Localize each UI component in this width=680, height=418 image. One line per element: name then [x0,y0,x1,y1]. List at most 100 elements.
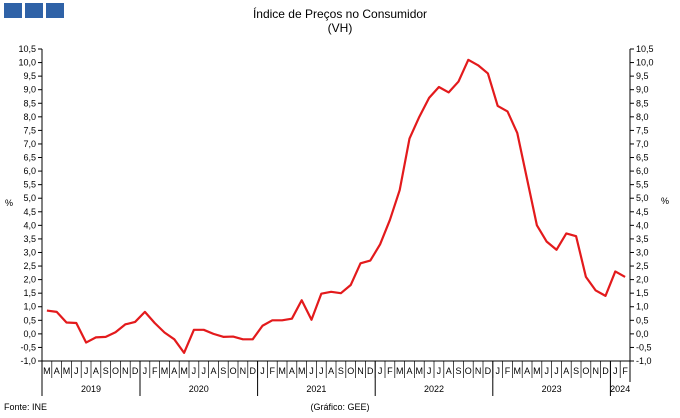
y-axis-label-left: % [5,198,13,208]
y-tick-label-right: 0,0 [636,329,649,339]
y-tick-label-left: 6,0 [23,166,36,176]
y-tick-label-right: 7,5 [636,125,649,135]
y-tick-label-left: 2,0 [23,275,36,285]
month-tick-label: A [93,366,99,376]
year-label: 2022 [424,384,444,394]
year-label: 2024 [610,384,630,394]
source-note: Fonte: INE [4,402,48,412]
month-tick-label: M [63,366,71,376]
y-tick-label-left: 5,5 [23,180,36,190]
month-tick-label: F [387,366,393,376]
month-tick-label: J [427,366,432,376]
month-tick-label: J [319,366,324,376]
y-tick-label-right: 8,0 [636,112,649,122]
month-tick-label: J [378,366,383,376]
y-tick-label-right: 2,5 [636,261,649,271]
month-tick-label: J [192,366,197,376]
cpi-series-line [46,58,626,354]
month-tick-label: M [416,366,424,376]
year-label: 2023 [542,384,562,394]
month-tick-label: N [357,366,364,376]
month-tick-label: S [573,366,579,376]
y-tick-label-left: 6,5 [23,153,36,163]
month-tick-label: O [112,366,119,376]
month-tick-label: F [152,366,158,376]
y-tick-label-right: -0,5 [636,342,652,352]
y-tick-label-right: 5,5 [636,180,649,190]
month-tick-label: J [437,366,442,376]
y-tick-label-left: 10,0 [18,58,36,68]
y-tick-label-right: 7,0 [636,139,649,149]
y-tick-label-left: 10,5 [18,44,36,54]
y-tick-label-right: 9,0 [636,85,649,95]
logo-block-3 [46,3,64,18]
series-layer [46,58,626,354]
month-tick-label: J [613,366,618,376]
month-tick-label: F [622,366,628,376]
y-tick-label-left: 8,0 [23,112,36,122]
axis-layer [38,48,634,396]
y-tick-label-right: 2,0 [636,275,649,285]
month-tick-label: A [328,366,334,376]
month-tick-label: J [554,366,559,376]
month-tick-label: D [132,366,139,376]
month-tick-label: N [475,366,482,376]
y-tick-label-right: 0,5 [636,315,649,325]
label-layer: -1,0 -1,0 -0,5 -0,5 0,0 0,0 0,5 0,5 1,0 1,0 1,5 1,5… [5,44,669,394]
month-tick-label: D [367,366,374,376]
y-tick-label-left: -1,0 [20,356,36,366]
month-tick-label: M [43,366,51,376]
month-tick-label: J [260,366,265,376]
month-tick-label: A [446,366,452,376]
y-tick-label-left: 4,0 [23,220,36,230]
y-tick-label-left: 9,0 [23,85,36,95]
month-tick-label: M [298,366,306,376]
month-tick-label: M [396,366,404,376]
y-tick-label-right: 8,5 [636,98,649,108]
month-tick-label: S [103,366,109,376]
y-tick-label-right: 1,5 [636,288,649,298]
y-tick-label-right: -1,0 [636,356,652,366]
y-tick-label-left: 7,0 [23,139,36,149]
chart-subtitle: (VH) [327,21,353,35]
y-tick-label-right: 9,5 [636,71,649,81]
month-tick-label: M [161,366,169,376]
credit-note: (Gráfico: GEE) [310,402,370,412]
month-tick-label: J [201,366,206,376]
ine-logo-icon [4,3,64,18]
y-tick-label-right: 6,0 [636,166,649,176]
month-tick-label: F [505,366,511,376]
month-tick-label: A [406,366,412,376]
month-tick-label: O [465,366,472,376]
month-tick-label: O [582,366,589,376]
month-tick-label: A [563,366,569,376]
y-tick-label-right: 10,0 [636,58,654,68]
month-tick-label: J [143,366,148,376]
month-tick-label: F [270,366,276,376]
y-tick-label-right: 4,0 [636,220,649,230]
month-tick-label: N [592,366,599,376]
year-label: 2020 [189,384,209,394]
month-tick-label: D [602,366,609,376]
month-tick-label: N [122,366,129,376]
logo-block-2 [25,3,43,18]
y-tick-label-right: 3,0 [636,247,649,257]
month-tick-label: O [347,366,354,376]
month-tick-label: M [514,366,522,376]
month-tick-label: J [74,366,79,376]
month-tick-label: D [485,366,492,376]
y-tick-label-right: 1,0 [636,302,649,312]
y-tick-label-left: 1,0 [23,302,36,312]
y-tick-label-right: 4,5 [636,207,649,217]
y-tick-label-left: 1,5 [23,288,36,298]
month-tick-label: S [455,366,461,376]
month-tick-label: A [210,366,216,376]
chart-title: Índice de Preços no Consumidor [252,7,428,21]
y-tick-label-left: 5,0 [23,193,36,203]
y-tick-label-left: 2,5 [23,261,36,271]
month-tick-label: S [220,366,226,376]
logo-block-1 [4,3,22,18]
month-tick-label: A [54,366,60,376]
month-tick-label: J [544,366,549,376]
